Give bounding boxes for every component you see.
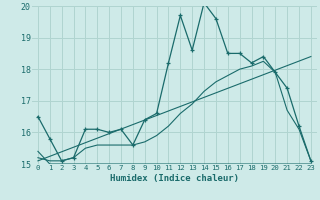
X-axis label: Humidex (Indice chaleur): Humidex (Indice chaleur) bbox=[110, 174, 239, 183]
